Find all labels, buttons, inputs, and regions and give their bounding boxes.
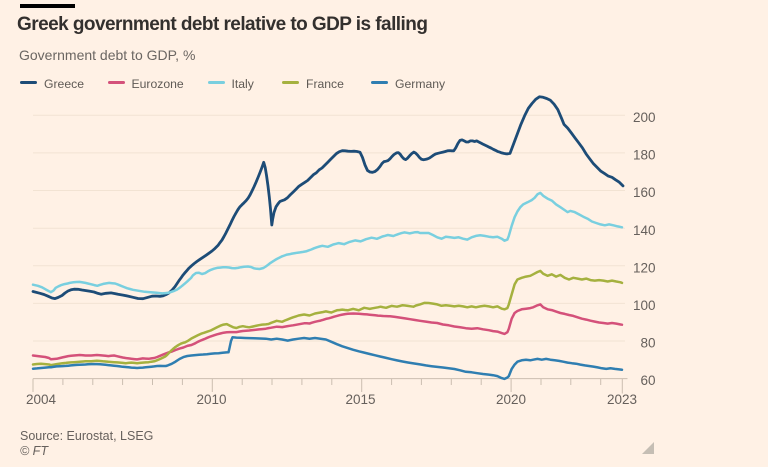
svg-text:2023: 2023 [607,392,637,407]
svg-text:200: 200 [633,110,656,125]
svg-text:2004: 2004 [26,392,57,407]
svg-text:160: 160 [633,185,656,200]
svg-text:2015: 2015 [345,392,375,407]
svg-text:80: 80 [640,336,655,351]
svg-text:140: 140 [633,223,656,238]
svg-text:180: 180 [633,148,656,163]
svg-text:2020: 2020 [496,392,526,407]
svg-text:100: 100 [633,298,656,313]
svg-text:2010: 2010 [196,392,226,407]
svg-text:120: 120 [633,260,656,275]
svg-text:60: 60 [640,373,655,388]
